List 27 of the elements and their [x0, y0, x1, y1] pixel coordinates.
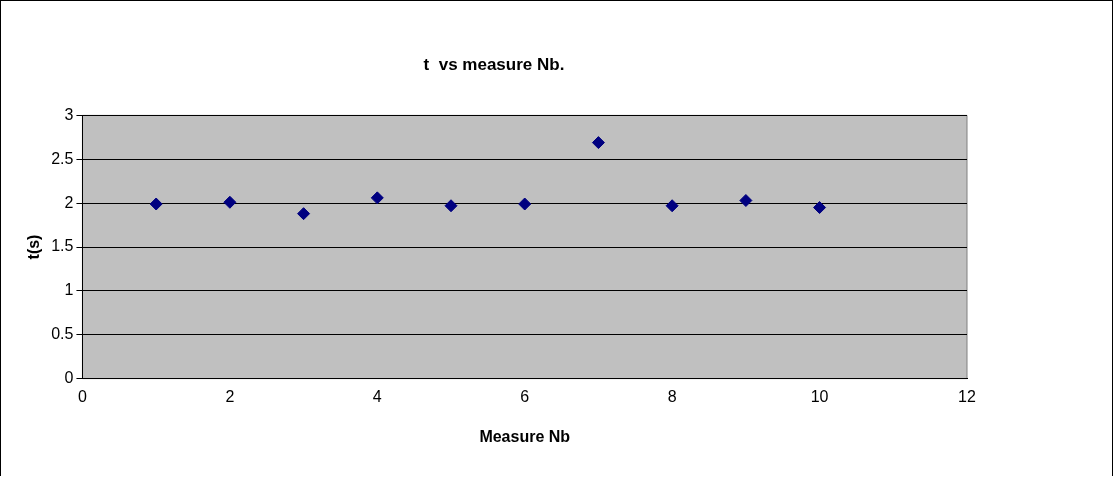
x-tick-label: 0 — [77, 387, 87, 405]
point — [370, 191, 384, 205]
y-axis-title: t(s) — [25, 234, 43, 260]
point — [297, 207, 311, 221]
y-tick-label: 1.5 — [51, 237, 74, 255]
point — [591, 136, 605, 150]
y-tick-label: 1 — [64, 281, 74, 299]
point — [223, 195, 237, 209]
y-tick-label: 3 — [64, 105, 74, 123]
x-tick-label: 12 — [958, 387, 976, 405]
x-tick-label: 2 — [225, 387, 235, 405]
point — [444, 199, 458, 213]
y-tick-label: 2.5 — [51, 149, 74, 167]
y-tick-label: 2 — [64, 193, 74, 211]
point — [149, 197, 163, 211]
point — [665, 199, 679, 213]
point — [813, 201, 827, 215]
x-tick-label: 4 — [372, 387, 382, 405]
x-tick-label: 6 — [520, 387, 530, 405]
point — [739, 194, 753, 207]
x-axis-title: Measure Nb — [479, 427, 571, 445]
y-tick-label: 0.5 — [51, 325, 74, 343]
x-tick-label: 10 — [810, 387, 829, 405]
y-tick-label: 0 — [64, 369, 74, 387]
point — [518, 197, 532, 211]
x-tick-label: 8 — [667, 387, 677, 405]
chart-title: t vs measure Nb. — [423, 54, 565, 74]
